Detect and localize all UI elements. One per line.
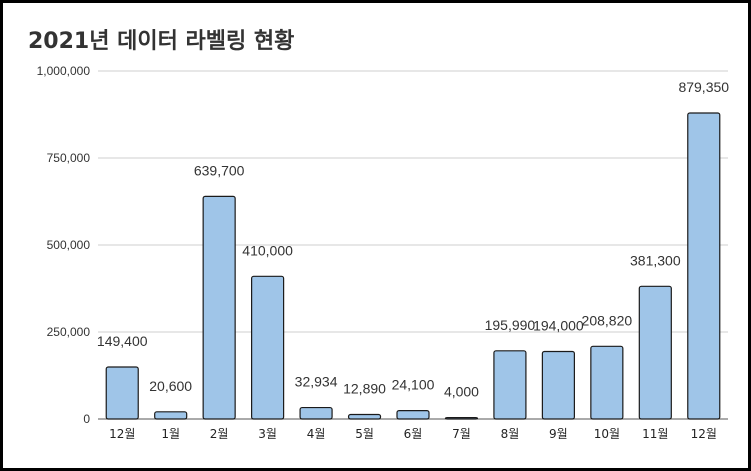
y-tick-label: 1,000,000 bbox=[37, 64, 91, 78]
y-tick-label: 500,000 bbox=[47, 238, 91, 252]
x-tick-label: 6월 bbox=[404, 427, 423, 441]
data-label: 208,820 bbox=[582, 312, 633, 328]
bars bbox=[105, 112, 721, 420]
bar bbox=[202, 195, 236, 420]
bar bbox=[105, 366, 139, 420]
data-label: 410,000 bbox=[242, 242, 293, 258]
data-label: 195,990 bbox=[485, 317, 536, 333]
data-label: 4,000 bbox=[444, 384, 479, 400]
x-tick-label: 9월 bbox=[549, 427, 568, 441]
y-tick-label: 250,000 bbox=[47, 325, 91, 339]
data-label: 639,700 bbox=[194, 162, 245, 178]
gridlines bbox=[98, 70, 728, 420]
data-label: 24,100 bbox=[392, 377, 435, 393]
bar bbox=[251, 275, 285, 420]
x-tick-label: 4월 bbox=[307, 427, 326, 441]
bar-chart: 0 250,000 500,000 750,000 1,000,000 149,400 2… bbox=[37, 64, 730, 441]
y-tick-label: 750,000 bbox=[47, 151, 91, 165]
data-label: 32,934 bbox=[295, 374, 338, 390]
bar bbox=[638, 285, 672, 420]
data-label: 20,600 bbox=[149, 378, 192, 394]
data-label: 879,350 bbox=[678, 79, 729, 95]
x-tick-label: 11월 bbox=[642, 427, 668, 441]
x-axis-ticks: 12월 1월 2월 3월 4월 5월 6월 7월 8월 9월 10월 11월 12월 bbox=[109, 427, 717, 441]
x-tick-label: 7월 bbox=[452, 427, 471, 441]
x-tick-label: 1월 bbox=[161, 427, 180, 441]
data-label: 381,300 bbox=[630, 252, 681, 268]
data-label: 149,400 bbox=[97, 333, 148, 349]
data-labels: 149,400 20,600 639,700 410,000 32,934 12,890 2… bbox=[97, 79, 729, 400]
y-axis-ticks: 0 250,000 500,000 750,000 1,000,000 bbox=[37, 64, 91, 426]
x-tick-label: 2월 bbox=[210, 427, 229, 441]
x-tick-label: 12월 bbox=[691, 427, 717, 441]
bar bbox=[347, 413, 382, 420]
data-label: 12,890 bbox=[343, 381, 386, 397]
bar bbox=[541, 350, 575, 420]
bar bbox=[590, 345, 624, 420]
chart-title: 2021년 데이터 라벨링 현황 bbox=[28, 29, 295, 54]
bar bbox=[493, 350, 527, 420]
x-tick-label: 10월 bbox=[594, 427, 620, 441]
y-tick-label: 0 bbox=[83, 412, 90, 426]
bar bbox=[687, 112, 721, 420]
data-label: 194,000 bbox=[533, 317, 584, 333]
bar bbox=[299, 406, 333, 420]
x-tick-label: 12월 bbox=[109, 427, 135, 441]
x-tick-label: 3월 bbox=[258, 427, 277, 441]
bar bbox=[154, 411, 188, 420]
x-tick-label: 8월 bbox=[501, 427, 520, 441]
bar bbox=[396, 410, 430, 420]
bar bbox=[444, 417, 479, 420]
x-tick-label: 5월 bbox=[355, 427, 374, 441]
